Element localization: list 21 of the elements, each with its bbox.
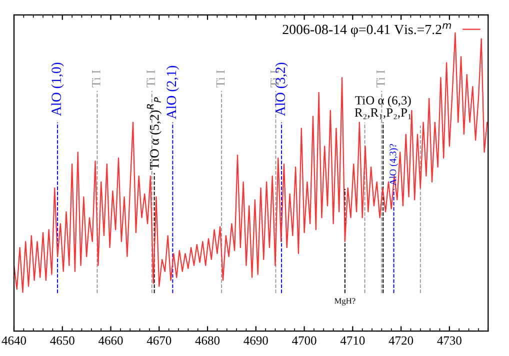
ref-line-label: MgH? [334, 298, 356, 306]
x-tick-label: 4720 [388, 336, 414, 345]
ref-line-label: AlO (4,3)? [389, 144, 398, 186]
ref-line-label: Ti I [92, 70, 100, 88]
x-tick-label: 4660 [98, 336, 123, 345]
x-tick-label: 4640 [2, 336, 26, 345]
ref-line-label: TiO α (5,2)$^{R}$$_{P}$ [146, 97, 162, 170]
ref-line-label: AlO (1,0) [51, 62, 64, 116]
ref-line-label: AlO (2,1) [166, 66, 179, 120]
x-tick-label: 4650 [50, 336, 74, 345]
x-tick-label: 4700 [292, 336, 316, 345]
ref-line-label: Ti I [216, 70, 225, 88]
legend-label: 2006-08-14 φ=0.41 Vis.=7.2$^{m}$ [282, 23, 451, 38]
x-tick-label: 4690 [244, 336, 268, 345]
ref-line-label: TiO α (6,3) R₂,R₁,P₂,P₁ [354, 96, 411, 120]
ref-line-label: Ti I [146, 70, 155, 88]
ref-line-label: Ti I [376, 70, 385, 88]
x-tick-label: 4680 [195, 336, 220, 345]
x-tick-label: 4730 [437, 336, 462, 345]
x-tick-label: 4670 [146, 336, 172, 345]
x-tick-label: 4710 [340, 336, 365, 345]
